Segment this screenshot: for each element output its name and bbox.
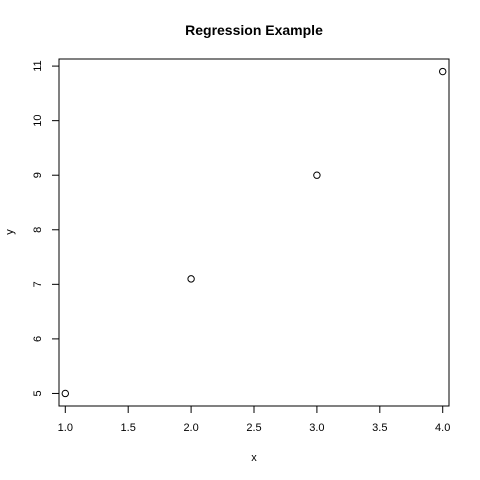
y-tick-label: 7 — [32, 281, 44, 287]
y-axis-label: y — [4, 229, 16, 235]
y-tick-label: 5 — [32, 390, 44, 396]
data-point — [187, 275, 195, 283]
x-tick-label: 2.5 — [246, 422, 261, 434]
y-tick-label: 11 — [32, 60, 44, 71]
x-axis: 1.0 1.5 2.0 2.5 3.0 3.5 4.0 — [58, 406, 450, 434]
x-tick-label: 1.5 — [121, 422, 136, 434]
x-axis-label: x — [251, 452, 257, 464]
x-tick-label: 4.0 — [435, 422, 450, 434]
x-tick-label: 3.0 — [309, 422, 324, 434]
y-axis: 5 6 7 8 9 10 11 — [32, 60, 59, 397]
x-tick-label: 1.0 — [58, 422, 73, 434]
y-tick-label: 9 — [32, 172, 44, 178]
x-tick-label: 2.0 — [183, 422, 198, 434]
x-tick-label: 3.5 — [372, 422, 387, 434]
y-tick-label: 10 — [32, 115, 44, 127]
data-point — [439, 67, 447, 76]
plot-frame — [58, 58, 450, 407]
y-tick-label: 8 — [32, 227, 44, 233]
data-points — [61, 67, 447, 398]
data-point — [61, 389, 69, 398]
chart-title: Regression Example — [185, 22, 323, 38]
data-point — [313, 171, 321, 179]
y-tick-label: 6 — [32, 336, 44, 342]
